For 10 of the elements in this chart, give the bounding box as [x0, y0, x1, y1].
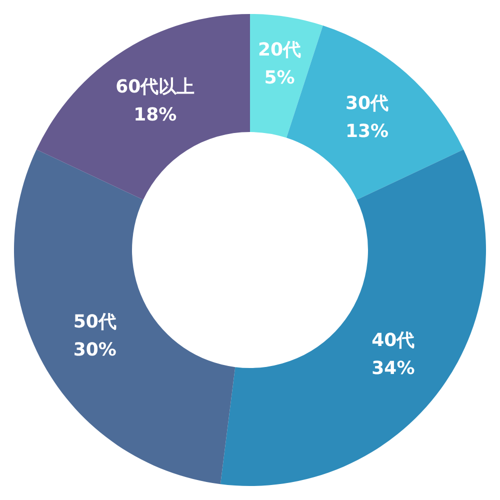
data-label: 13%: [346, 121, 389, 142]
slice-label: 20代: [258, 40, 302, 61]
slice-label: 40代: [372, 330, 415, 352]
data-label: 5%: [264, 68, 295, 89]
data-label: 18%: [134, 104, 177, 126]
slice-label: 60代以上: [116, 76, 195, 98]
slice-label: 50代: [73, 311, 116, 332]
slice-label: 30代: [346, 93, 389, 114]
data-label: 34%: [372, 358, 415, 380]
data-label: 30%: [73, 339, 116, 360]
